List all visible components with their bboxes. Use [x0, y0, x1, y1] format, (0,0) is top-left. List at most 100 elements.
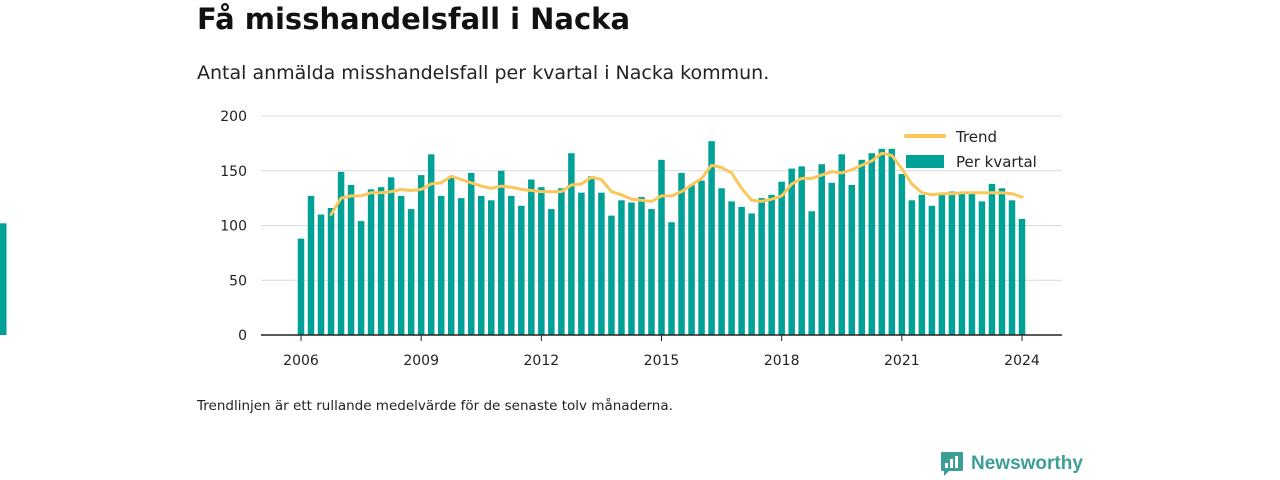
bar — [608, 215, 615, 335]
bar — [968, 192, 976, 335]
bar — [738, 206, 745, 335]
x-tick-label: 2006 — [283, 353, 319, 369]
bar — [888, 148, 896, 335]
legend: Trend Per kvartal — [904, 128, 1037, 171]
brand-name: Newsworthy — [971, 453, 1083, 474]
bar — [317, 214, 325, 335]
bar — [768, 194, 775, 335]
bar — [758, 198, 765, 335]
bar — [938, 192, 946, 335]
bar — [297, 238, 305, 335]
bar — [387, 177, 395, 335]
bar — [978, 201, 986, 335]
bar — [337, 171, 345, 335]
x-tick-label: 2018 — [764, 353, 800, 369]
bar — [447, 177, 455, 335]
bar — [588, 176, 595, 335]
bar — [798, 166, 805, 335]
y-tick-label: 50 — [229, 273, 247, 289]
bar — [838, 154, 845, 335]
bar — [327, 207, 335, 335]
bar — [748, 213, 755, 335]
bar — [988, 183, 996, 335]
x-tick-label: 2024 — [1004, 353, 1040, 369]
bar — [548, 209, 555, 335]
legend-bar-label: Per kvartal — [956, 153, 1037, 171]
y-axis-ticks: 0 50 100 150 200 — [220, 109, 247, 344]
bar — [808, 211, 815, 335]
x-tick-label: 2012 — [524, 353, 560, 369]
y-tick-label: 200 — [220, 109, 247, 125]
bar — [558, 188, 565, 335]
bar — [467, 172, 475, 335]
bar — [457, 198, 465, 335]
bar — [778, 181, 785, 335]
misshandel-chart: 0 50 100 150 200 2006 2009 2012 2015 2018 2021 202… — [0, 109, 1062, 369]
bar — [377, 187, 385, 335]
bar — [427, 154, 435, 335]
bar — [488, 200, 495, 335]
bar — [437, 195, 445, 335]
bar — [868, 153, 876, 335]
y-tick-label: 0 — [238, 328, 247, 344]
bar — [908, 200, 916, 335]
bar — [1008, 200, 1016, 335]
bar — [508, 195, 515, 335]
legend-bar-swatch — [906, 155, 944, 168]
x-tick-label: 2015 — [644, 353, 680, 369]
bar — [998, 188, 1006, 335]
bar — [1018, 218, 1026, 335]
bar — [568, 153, 575, 335]
x-tick-label: 2021 — [884, 353, 920, 369]
bar — [828, 182, 835, 335]
bar — [958, 192, 966, 335]
bar — [708, 141, 715, 335]
bar — [898, 174, 906, 335]
x-axis-ticks: 2006 2009 2012 2015 2018 2021 2024 — [283, 335, 1040, 369]
bar — [678, 172, 685, 335]
bar — [928, 205, 936, 335]
bar — [347, 184, 355, 335]
bar — [658, 159, 665, 335]
bar — [698, 180, 705, 335]
bar — [528, 179, 535, 335]
chart-title: Få misshandelsfall i Nacka — [197, 2, 631, 36]
bar — [397, 195, 405, 335]
x-tick-label: 2009 — [403, 353, 439, 369]
bar — [0, 223, 7, 335]
bar — [638, 197, 645, 335]
bar — [478, 195, 485, 335]
trend-line — [329, 151, 1024, 217]
bar — [728, 201, 735, 335]
bar — [858, 159, 866, 335]
bar — [598, 192, 605, 335]
bar — [918, 194, 926, 335]
bar — [538, 187, 545, 335]
bar — [818, 164, 825, 335]
y-tick-label: 100 — [220, 219, 247, 235]
bar — [407, 209, 415, 335]
bar — [628, 202, 635, 335]
bar — [878, 148, 886, 335]
bar — [518, 205, 525, 335]
legend-trend-label: Trend — [955, 128, 997, 146]
bar — [688, 184, 695, 335]
bar — [367, 189, 375, 335]
newsworthy-logo-icon — [941, 452, 963, 476]
bar — [498, 170, 505, 335]
bar — [718, 188, 725, 335]
bar — [788, 168, 795, 335]
bar — [648, 209, 655, 335]
bar — [948, 191, 956, 335]
chart-subtitle: Antal anmälda misshandelsfall per kvarta… — [197, 62, 770, 84]
bar — [618, 200, 625, 335]
footnote: Trendlinjen är ett rullande medelvärde f… — [197, 398, 673, 414]
bar — [668, 222, 675, 335]
y-tick-label: 150 — [220, 164, 247, 180]
bars — [0, 141, 1026, 335]
newsworthy-brand[interactable]: Newsworthy — [940, 451, 1083, 477]
bar — [848, 184, 856, 335]
bar — [578, 192, 585, 335]
bar — [417, 175, 425, 335]
bar — [357, 221, 365, 335]
